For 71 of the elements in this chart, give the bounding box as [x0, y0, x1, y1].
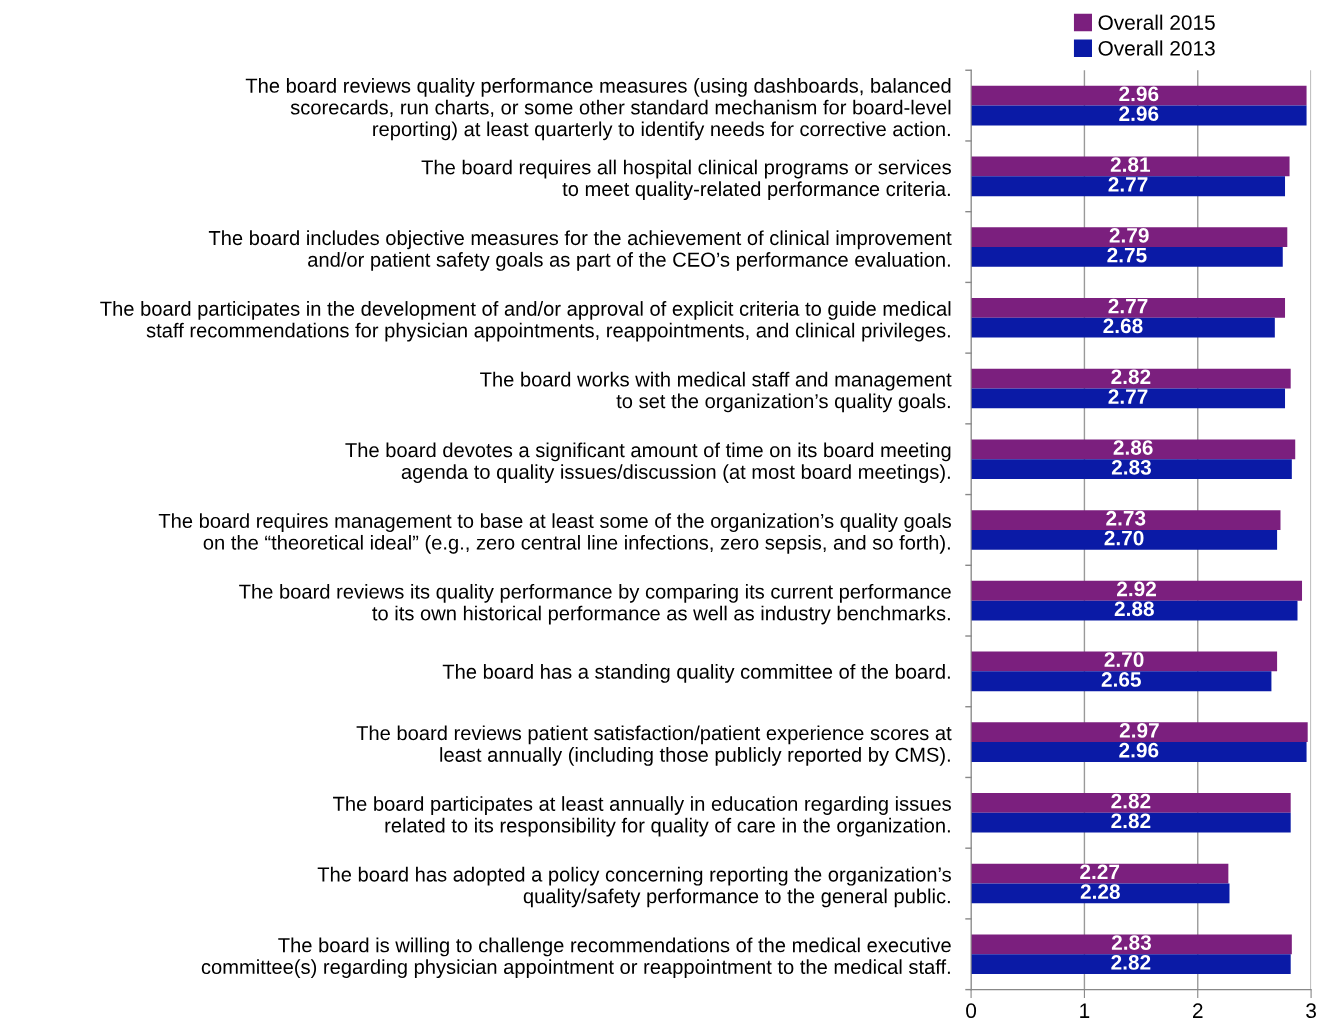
data-label: 2.82	[1111, 954, 1151, 970]
data-label: 2.70	[1104, 652, 1144, 668]
y-tick-label: The board reviews its quality performance by comparing its current performance to its own historical performance as well as industry benchmarks.	[239, 583, 951, 625]
bar	[971, 529, 1278, 550]
legend-label: Overall 2015	[1098, 14, 1215, 30]
y-tick-label: The board participates in the development of and/or approval of explicit criteria to guide medical staff recommendations for physician appointments, reappointments, and clinical privileges.	[100, 301, 951, 342]
x-tick-label: 1	[1080, 1003, 1090, 1018]
data-label: 2.73	[1106, 510, 1146, 526]
bar	[971, 580, 1303, 601]
data-label: 2.77	[1108, 298, 1148, 314]
bar	[971, 297, 1286, 318]
data-label: 2.96	[1119, 106, 1159, 122]
bar	[971, 368, 1291, 389]
bar	[971, 812, 1291, 833]
y-tick-label: The board reviews patient satisfaction/patient experience scores at least annually (including those publicly reported by CMS).	[356, 725, 952, 766]
bar	[971, 883, 1230, 904]
y-tick-label: The board reviews quality performance measures (using dashboards, balanced scorecards, run charts, or some other standard mechanism for board-level reporting) at least quarterly to identify needs for corrective action.	[245, 78, 951, 141]
data-label: 2.92	[1117, 581, 1156, 597]
y-tick-label: The board has adopted a policy concerning reporting the organization’s quality/safety performance to the general public.	[317, 866, 951, 908]
data-label: 2.82	[1111, 369, 1151, 385]
data-label: 2.96	[1119, 86, 1159, 102]
y-tick-label: The board devotes a significant amount of time on its board meeting agenda to quality issues/discussion (at most board meetings).	[345, 442, 951, 483]
bar	[971, 439, 1296, 460]
x-tick-label: 3	[1306, 1003, 1316, 1019]
y-tick-label: The board is willing to challenge recommendations of the medical executive committee(s) regarding physician appointment or reappointment to the medical staff.	[201, 937, 951, 979]
data-label: 2.83	[1111, 459, 1151, 475]
data-label: 2.70	[1104, 530, 1144, 546]
x-tick-label: 2	[1193, 1003, 1203, 1018]
data-label: 2.27	[1080, 864, 1120, 880]
bar	[971, 388, 1286, 409]
y-tick-label: The board includes objective measures for the achievement of clinical improvement and/or patient safety goals as part of the CEO’s performance evaluation.	[208, 230, 952, 271]
legend-label: Overall 2013	[1098, 40, 1215, 56]
data-label: 2.75	[1107, 247, 1147, 263]
bar	[971, 227, 1288, 248]
x-tick-label: 0	[966, 1003, 977, 1019]
bar	[971, 722, 1308, 743]
bar	[971, 459, 1292, 480]
data-label: 2.79	[1109, 227, 1149, 243]
bar	[971, 863, 1229, 884]
bar	[971, 742, 1307, 762]
y-tick-label: The board requires management to base at least some of the organization’s quality goals on the “theoretical ideal” (e.g., zero central line infections, zero sepsis, and so forth).	[158, 513, 951, 554]
data-label: 2.97	[1119, 723, 1159, 738]
y-tick-label: The board has a standing quality committee of the board.	[442, 664, 950, 683]
data-label: 2.88	[1114, 601, 1154, 617]
bar	[971, 85, 1307, 106]
data-label: 2.28	[1080, 884, 1120, 900]
data-label: 2.68	[1103, 318, 1143, 334]
y-tick-label: The board requires all hospital clinical programs or services to meet quality-related performance criteria.	[421, 159, 951, 201]
data-label: 2.82	[1111, 793, 1151, 809]
bar	[971, 105, 1307, 126]
bar	[971, 176, 1286, 197]
bar	[971, 247, 1283, 267]
data-label: 2.77	[1108, 177, 1148, 192]
bar	[971, 793, 1291, 813]
y-tick-label: The board works with medical staff and management to set the organization’s quality goals.	[480, 371, 952, 413]
bar	[971, 600, 1298, 621]
bar	[971, 156, 1290, 177]
bar	[971, 510, 1281, 530]
data-label: 2.81	[1110, 157, 1151, 173]
bar	[971, 651, 1278, 672]
bar	[971, 317, 1275, 338]
bar	[971, 934, 1292, 955]
data-label: 2.77	[1108, 389, 1148, 404]
bar	[971, 671, 1272, 692]
data-label: 2.82	[1111, 813, 1151, 829]
data-label: 2.86	[1113, 440, 1153, 455]
y-tick-label: The board participates at least annually in education regarding issues related to its responsibility for quality of care in the organization.	[333, 796, 951, 837]
data-label: 2.65	[1101, 672, 1141, 687]
bar	[971, 954, 1291, 975]
data-label: 2.96	[1119, 742, 1159, 758]
data-label: 2.83	[1111, 935, 1151, 950]
